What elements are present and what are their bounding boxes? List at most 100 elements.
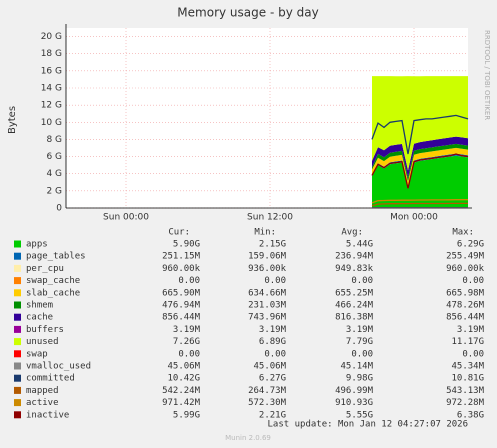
stat-value: 3.19M: [346, 325, 374, 335]
y-tick-label: 10 G: [41, 118, 62, 128]
stat-value: 251.15M: [162, 252, 201, 262]
stat-value: 466.24M: [335, 301, 374, 311]
stat-value: 743.96M: [248, 313, 287, 323]
x-tick-label: Sun 12:00: [247, 213, 293, 223]
legend-swatch: [14, 399, 21, 407]
x-tick-label: Mon 00:00: [390, 213, 438, 223]
stat-header: Min:: [254, 228, 276, 238]
legend-swatch: [14, 240, 21, 248]
legend-label: inactive: [26, 410, 69, 420]
legend-swatch: [14, 325, 21, 333]
legend-label: per_cpu: [26, 264, 64, 274]
legend-swatch: [14, 277, 21, 285]
stat-value: 3.19M: [173, 325, 201, 335]
line: [371, 153, 469, 189]
stat-value: 634.66M: [248, 288, 287, 298]
stat-value: 159.06M: [248, 252, 287, 262]
legend-label: apps: [26, 240, 48, 250]
stat-value: 6.27G: [259, 374, 286, 384]
stat-value: 45.06M: [253, 362, 286, 372]
stat-value: 856.44M: [446, 313, 485, 323]
legend-swatch: [14, 386, 21, 394]
y-tick-label: 0: [56, 204, 62, 214]
stat-value: 7.79G: [346, 337, 373, 347]
stat-value: 910.93G: [335, 398, 373, 408]
stat-value: 0.00: [178, 349, 200, 359]
stat-header: Cur:: [168, 228, 190, 238]
stat-value: 2.15G: [259, 240, 286, 250]
stat-value: 936.00k: [248, 264, 287, 274]
legend-label: unused: [26, 337, 59, 347]
chart-title: Memory usage - by day: [177, 6, 318, 20]
legend-label: slab_cache: [26, 288, 80, 298]
line: [371, 202, 468, 207]
legend-swatch: [14, 264, 21, 272]
stat-value: 10.81G: [451, 374, 484, 384]
stat-header: Avg:: [341, 228, 363, 238]
stat-value: 476.94M: [162, 301, 201, 311]
version: Munin 2.0.69: [225, 434, 271, 442]
y-tick-label: 8 G: [46, 135, 62, 145]
stat-value: 960.00k: [446, 264, 485, 274]
stat-value: 45.14M: [340, 362, 373, 372]
stat-value: 655.25M: [335, 288, 374, 298]
stat-value: 543.13M: [446, 386, 485, 396]
legend-label: vmalloc_used: [26, 362, 91, 372]
stat-value: 960.00k: [162, 264, 201, 274]
stat-value: 949.83k: [335, 264, 374, 274]
stat-value: 0.00: [351, 349, 373, 359]
stat-value: 971.42M: [162, 398, 201, 408]
stat-header: Max:: [452, 228, 474, 238]
stat-value: 10.42G: [167, 374, 200, 384]
stat-value: 972.28M: [446, 398, 485, 408]
stat-value: 856.44M: [162, 313, 201, 323]
y-tick-label: 2 G: [46, 186, 62, 196]
stat-value: 5.99G: [173, 410, 200, 420]
legend-swatch: [14, 338, 21, 346]
stat-value: 9.98G: [346, 374, 373, 384]
stat-value: 5.55G: [346, 410, 373, 420]
stat-value: 665.90M: [162, 288, 201, 298]
stat-value: 6.89G: [259, 337, 286, 347]
legend-label: mapped: [26, 386, 59, 396]
stacked-area: [372, 136, 468, 178]
stat-value: 496.99M: [335, 386, 374, 396]
stat-value: 255.49M: [446, 252, 485, 262]
stat-value: 0.00: [351, 276, 373, 286]
stat-value: 0.00: [178, 276, 200, 286]
stat-value: 542.24M: [162, 386, 201, 396]
legend-label: shmem: [26, 301, 53, 311]
stat-value: 6.29G: [457, 240, 484, 250]
legend-swatch: [14, 313, 21, 321]
legend-label: committed: [26, 374, 75, 384]
y-axis-label: Bytes: [7, 106, 18, 134]
stacked-area: [372, 143, 468, 182]
legend-swatch: [14, 252, 21, 260]
legend-swatch: [14, 350, 21, 358]
stat-value: 0.00: [462, 276, 484, 286]
legend-label: cache: [26, 313, 53, 323]
stacked-area: [372, 147, 468, 188]
legend-label: page_tables: [26, 252, 86, 262]
stat-value: 3.19M: [259, 325, 287, 335]
stacked-area: [372, 155, 468, 208]
stat-value: 665.98M: [446, 288, 485, 298]
legend-swatch: [14, 289, 21, 297]
stat-value: 11.17G: [451, 337, 484, 347]
stat-value: 0.00: [264, 349, 286, 359]
legend-swatch: [14, 362, 21, 370]
stacked-area: [372, 76, 468, 171]
footer: Last update: Mon Jan 12 04:27:07 2026: [268, 420, 468, 430]
legend-label: swap: [26, 349, 48, 359]
y-tick-label: 12 G: [41, 101, 62, 111]
stat-value: 231.03M: [248, 301, 287, 311]
y-tick-label: 6 G: [46, 152, 62, 162]
stat-value: 236.94M: [335, 252, 374, 262]
stat-value: 5.90G: [173, 240, 200, 250]
y-tick-label: 18 G: [41, 49, 62, 59]
stat-value: 6.38G: [457, 410, 484, 420]
legend-swatch: [14, 301, 21, 309]
line: [371, 199, 468, 204]
